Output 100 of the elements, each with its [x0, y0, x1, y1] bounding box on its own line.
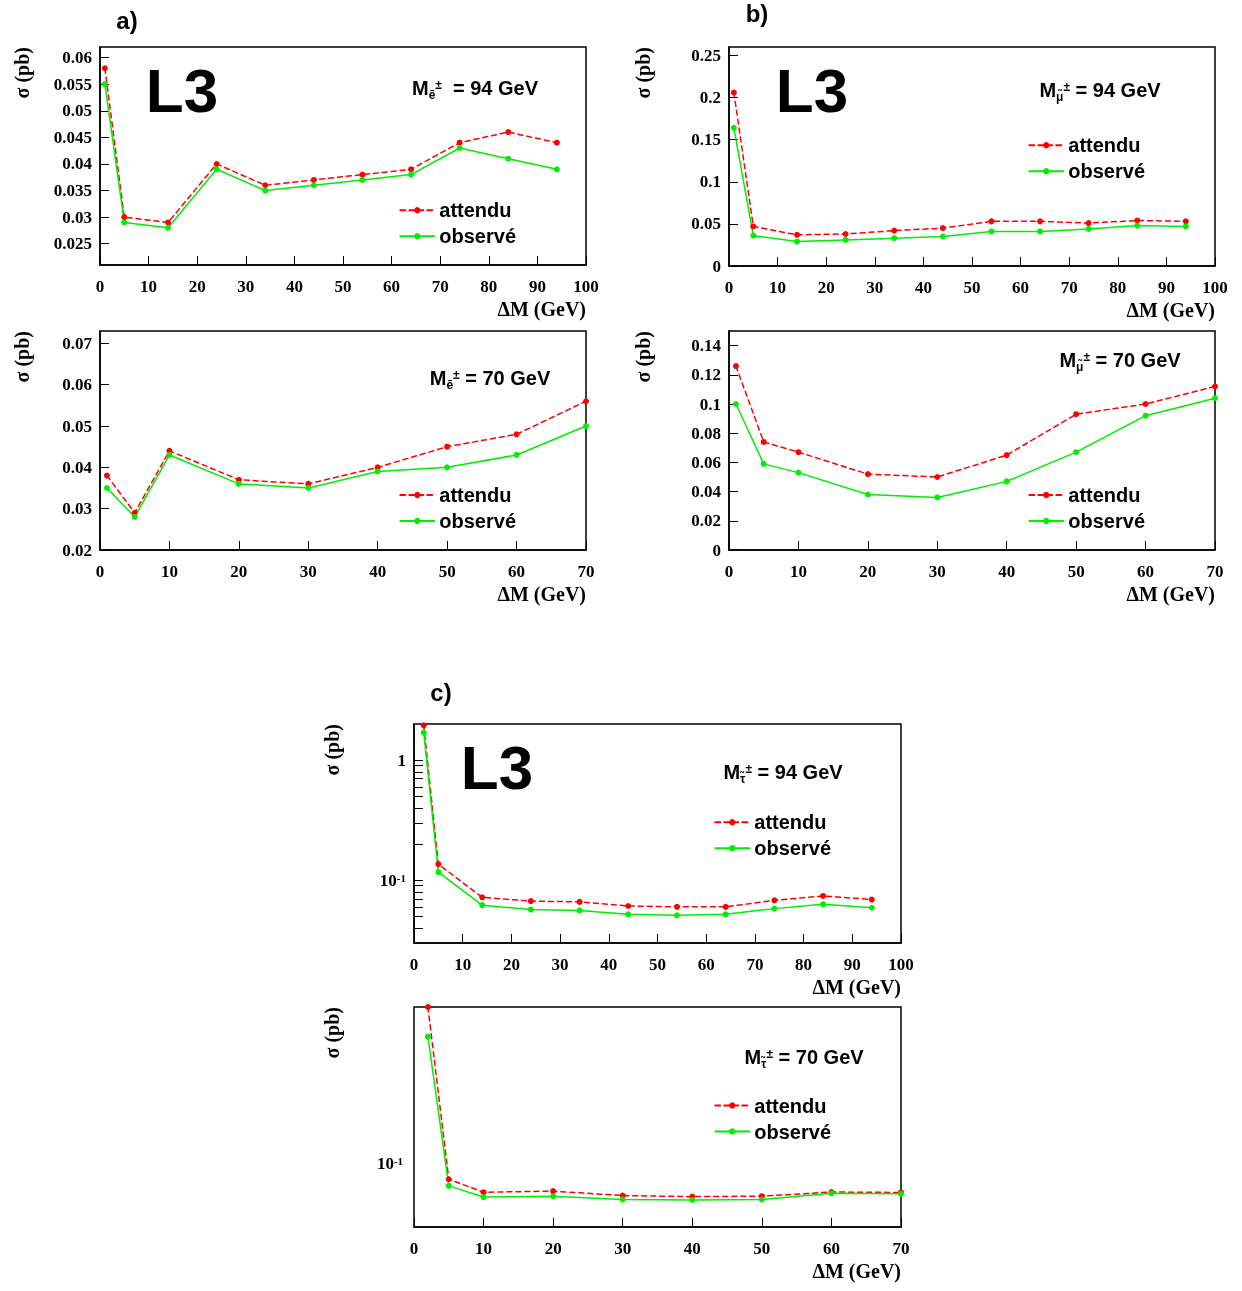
x-axis-title: ΔM (GeV): [1126, 299, 1215, 322]
x-tick-label: 60: [822, 1238, 840, 1258]
x-axis-title: ΔM (GeV): [1126, 583, 1215, 606]
x-tick-label: 50: [649, 954, 666, 974]
y-tick-label: 0: [712, 256, 721, 276]
x-tick-label: 20: [544, 1238, 562, 1258]
x-tick-label: 80: [1109, 277, 1127, 297]
y-tick-label: 0.04: [62, 457, 93, 477]
y-tick-label: 0.07: [62, 333, 93, 353]
x-tick-label: 90: [843, 954, 861, 974]
legend-label: observé: [1068, 509, 1146, 532]
x-tick-label: 60: [697, 954, 715, 974]
y-tick-label: 0.05: [62, 416, 92, 436]
x-tick-label: 90: [528, 276, 546, 296]
y-axis-title: σ (pb): [11, 47, 34, 99]
text: b): [745, 0, 769, 27]
text: a): [116, 6, 138, 34]
x-tick-label: 60: [508, 561, 526, 581]
x-tick-label: 30: [237, 276, 255, 296]
x-axis-title: ΔM (GeV): [497, 583, 586, 606]
y-tick-label: 0.2: [699, 88, 721, 108]
legend-label: observé: [754, 1120, 832, 1143]
y-tick-label: 0.05: [691, 214, 721, 234]
x-tick-label: 50: [1067, 561, 1085, 581]
y-axis-title: σ (pb): [321, 1007, 344, 1059]
y-axis-title: σ (pb): [11, 331, 34, 383]
x-tick-label: 40: [914, 277, 932, 297]
y-tick-label: 0.1: [699, 394, 721, 414]
x-tick-label: 30: [866, 277, 884, 297]
x-tick-label: 30: [299, 561, 317, 581]
y-tick-label: 0.035: [53, 181, 92, 201]
y-tick-label: 0.08: [691, 423, 721, 443]
y-tick-label: 0.06: [691, 452, 721, 472]
x-tick-label: 10: [789, 561, 807, 581]
y-tick-label: 0.06: [62, 48, 92, 68]
x-tick-label: 40: [285, 276, 303, 296]
y-tick-label: 0.05: [62, 101, 92, 121]
annotation: L3: [460, 732, 534, 802]
annotation: L3: [145, 55, 219, 125]
y-axis-title: σ (pb): [632, 47, 655, 99]
legend-label: attendu: [754, 1094, 827, 1117]
x-tick-label: 30: [928, 561, 946, 581]
x-tick-label: 20: [502, 954, 520, 974]
legend-label: attendu: [1068, 134, 1141, 157]
x-tick-label: 20: [188, 276, 206, 296]
x-tick-label: 20: [859, 561, 877, 581]
x-tick-label: 50: [963, 277, 981, 297]
x-tick-label: 40: [683, 1238, 701, 1258]
x-tick-label: 10: [454, 954, 472, 974]
legend-label: attendu: [439, 483, 512, 506]
y-tick-label: 0.02: [62, 540, 92, 560]
x-tick-label: 40: [600, 954, 618, 974]
y-tick-label: 0.14: [691, 336, 722, 356]
x-tick-label: 30: [614, 1238, 632, 1258]
x-tick-label: 60: [1012, 277, 1030, 297]
y-tick-label: 0.02: [691, 511, 721, 531]
x-tick-label: 40: [998, 561, 1016, 581]
x-tick-label: 20: [230, 561, 248, 581]
x-tick-label: 70: [746, 954, 764, 974]
x-tick-label: 70: [1060, 277, 1078, 297]
y-tick-label: 0.025: [53, 234, 92, 254]
legend-label: observé: [754, 837, 832, 860]
y-tick-label: 0.03: [62, 207, 92, 227]
x-tick-label: 100: [888, 954, 914, 974]
x-tick-label: 90: [1157, 277, 1175, 297]
y-tick-label: 0.06: [62, 375, 92, 395]
x-tick-label: 50: [334, 276, 352, 296]
x-tick-label: 10: [160, 561, 178, 581]
text: c): [430, 678, 452, 706]
x-tick-label: 60: [1137, 561, 1155, 581]
x-tick-label: 60: [383, 276, 401, 296]
y-tick-label: 0.12: [691, 365, 721, 385]
x-tick-label: 70: [1206, 561, 1224, 581]
y-tick-label: 0.25: [691, 45, 721, 65]
annotation: L3: [775, 55, 849, 125]
x-tick-label: 10: [475, 1238, 493, 1258]
y-tick-label: 0.045: [53, 127, 92, 147]
x-tick-label: 100: [573, 276, 599, 296]
y-tick-label: 0.04: [62, 154, 93, 174]
y-tick-label: 0: [712, 540, 721, 560]
x-tick-label: 50: [753, 1238, 771, 1258]
x-axis-title: ΔM (GeV): [812, 1260, 901, 1283]
x-tick-label: 80: [480, 276, 498, 296]
legend-label: attendu: [1068, 483, 1141, 506]
legend-label: observé: [1068, 160, 1146, 183]
x-tick-label: 30: [551, 954, 569, 974]
x-tick-label: 70: [431, 276, 449, 296]
legend-label: attendu: [754, 811, 827, 834]
y-axis-title: σ (pb): [632, 331, 655, 383]
y-tick-label: 0.1: [699, 172, 721, 192]
y-tick-label: 1: [397, 750, 406, 770]
x-tick-label: 10: [140, 276, 158, 296]
y-tick-label: 0.04: [691, 482, 722, 502]
x-tick-label: 70: [577, 561, 595, 581]
legend-label: observé: [439, 225, 517, 248]
x-tick-label: 40: [369, 561, 387, 581]
x-tick-label: 70: [892, 1238, 910, 1258]
x-tick-label: 80: [795, 954, 813, 974]
y-tick-label: 0.055: [53, 74, 92, 94]
y-tick-label: 0.03: [62, 499, 92, 519]
